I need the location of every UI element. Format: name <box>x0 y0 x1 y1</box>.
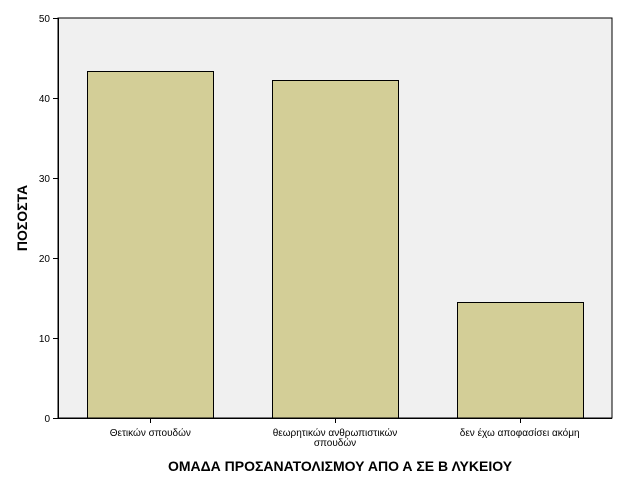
y-axis-title: ΠΟΣΟΣΤΑ <box>14 185 30 251</box>
bar <box>272 80 399 419</box>
x-category-label: Θετικών σπουδών <box>110 427 191 439</box>
x-axis-title: ΟΜΑΔΑ ΠΡΟΣΑΝΑΤΟΛΙΣΜΟΥ ΑΠΟ Α ΣΕ Β ΛΥΚΕΙΟΥ <box>168 458 513 474</box>
x-category-label: δεν έχω αποφασίσει ακόμη <box>460 427 580 439</box>
y-tick-label: 30 <box>39 174 51 185</box>
y-tick-label: 10 <box>39 334 51 345</box>
y-tick-label: 0 <box>44 414 50 425</box>
y-tick-label: 50 <box>39 14 51 25</box>
y-tick-label: 40 <box>39 94 51 105</box>
bar <box>457 302 584 419</box>
x-category-label: σπουδών <box>314 437 356 449</box>
y-tick-label: 20 <box>39 254 51 265</box>
bar <box>87 71 214 419</box>
x-category-label: θεωρητικών ανθρωπιστικών <box>273 427 398 439</box>
